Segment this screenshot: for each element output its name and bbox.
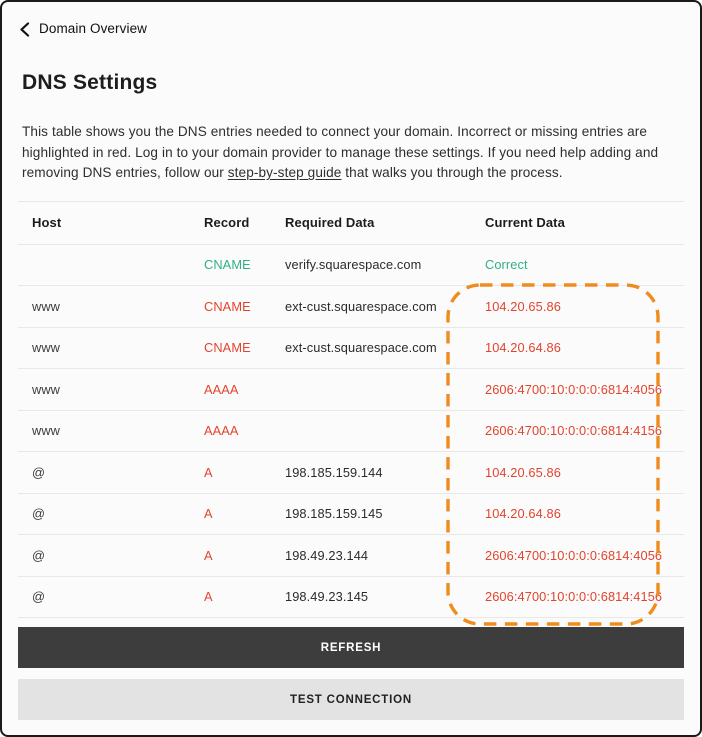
required-data-cell: 198.49.23.144 xyxy=(285,547,369,563)
table-header-row: Host Record Required Data Current Data xyxy=(18,202,684,245)
refresh-button[interactable]: REFRESH xyxy=(18,627,684,668)
dns-records-table: Host Record Required Data Current Data C… xyxy=(18,200,684,618)
table-row: @ A 198.49.23.144 2606:4700:10:0:0:0:681… xyxy=(18,535,684,577)
current-data-cell: 104.20.65.86 xyxy=(485,298,561,314)
host-cell: www xyxy=(32,298,61,314)
table-row: www CNAME ext-cust.squarespace.com 104.2… xyxy=(18,328,684,369)
table-row: @ A 198.185.159.145 104.20.64.86 xyxy=(18,494,684,535)
table-row: @ A 198.49.23.145 2606:4700:10:0:0:0:681… xyxy=(18,577,684,618)
required-data-cell: ext-cust.squarespace.com xyxy=(285,340,437,356)
host-cell: @ xyxy=(32,547,46,563)
step-by-step-guide-link[interactable]: step-by-step guide xyxy=(227,165,342,180)
current-data-cell: 2606:4700:10:0:0:0:6814:4156 xyxy=(485,423,663,439)
record-cell: CNAME xyxy=(204,340,251,356)
record-cell: CNAME xyxy=(204,298,251,314)
back-link[interactable]: Domain Overview xyxy=(2,2,700,40)
host-cell: www xyxy=(32,340,61,356)
description-after-link: that walks you through the process. xyxy=(341,165,563,180)
current-data-cell: 104.20.65.86 xyxy=(485,464,561,480)
host-cell: @ xyxy=(32,506,46,522)
current-data-cell: Correct xyxy=(485,257,528,273)
host-cell: www xyxy=(32,381,61,397)
record-cell: A xyxy=(204,506,213,522)
column-header-required-data: Required Data xyxy=(285,215,375,230)
description-text: This table shows you the DNS entries nee… xyxy=(22,122,681,184)
back-link-label: Domain Overview xyxy=(39,21,148,36)
required-data-cell: ext-cust.squarespace.com xyxy=(285,298,437,314)
column-header-host: Host xyxy=(32,215,62,230)
host-cell: @ xyxy=(32,589,46,605)
description-before-link: This table shows you the DNS entries nee… xyxy=(22,124,659,180)
record-cell: A xyxy=(204,547,213,563)
current-data-cell: 2606:4700:10:0:0:0:6814:4056 xyxy=(485,547,663,563)
host-cell: @ xyxy=(32,464,46,480)
chevron-left-icon xyxy=(19,21,30,37)
table-row: @ A 198.185.159.144 104.20.65.86 xyxy=(18,452,684,494)
table-row: www CNAME ext-cust.squarespace.com 104.2… xyxy=(18,286,684,328)
record-cell: A xyxy=(204,589,213,605)
table-row: www AAAA 2606:4700:10:0:0:0:6814:4056 xyxy=(18,369,684,411)
record-cell: AAAA xyxy=(204,423,239,439)
table-row: CNAME verify.squarespace.com Correct xyxy=(18,245,684,286)
current-data-cell: 104.20.64.86 xyxy=(485,506,561,522)
current-data-cell: 2606:4700:10:0:0:0:6814:4056 xyxy=(485,381,663,397)
required-data-cell: verify.squarespace.com xyxy=(285,257,422,273)
column-header-current-data: Current Data xyxy=(485,215,565,230)
record-cell: AAAA xyxy=(204,381,239,397)
record-cell: CNAME xyxy=(204,257,251,273)
host-cell: www xyxy=(32,423,61,439)
required-data-cell: 198.185.159.145 xyxy=(285,506,383,522)
page-title: DNS Settings xyxy=(22,71,158,94)
required-data-cell: 198.185.159.144 xyxy=(285,464,383,480)
required-data-cell: 198.49.23.145 xyxy=(285,589,369,605)
record-cell: A xyxy=(204,464,213,480)
current-data-cell: 104.20.64.86 xyxy=(485,340,561,356)
table-row: www AAAA 2606:4700:10:0:0:0:6814:4156 xyxy=(18,411,684,452)
column-header-record: Record xyxy=(204,215,250,230)
current-data-cell: 2606:4700:10:0:0:0:6814:4156 xyxy=(485,589,663,605)
test-connection-button[interactable]: TEST CONNECTION xyxy=(18,679,684,720)
